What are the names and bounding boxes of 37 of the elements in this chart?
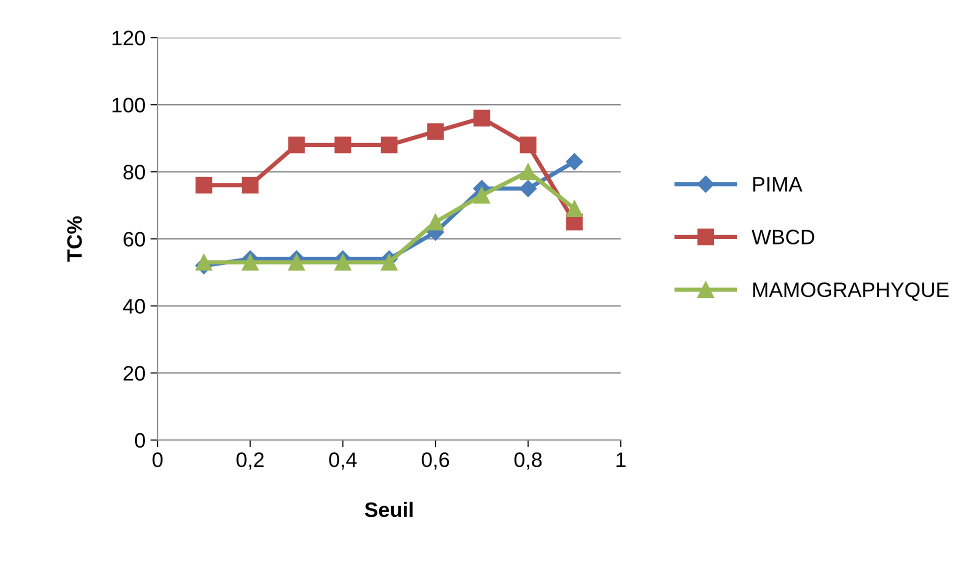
y-tick-label: 60 [124, 232, 145, 247]
point [473, 186, 490, 204]
point [334, 254, 352, 271]
point [473, 110, 490, 126]
point [566, 200, 583, 217]
point [334, 136, 352, 154]
point [566, 153, 583, 170]
point [520, 163, 536, 180]
y-tick-label: 80 [124, 164, 145, 180]
point [288, 254, 305, 271]
y-tick-label: 20 [124, 366, 145, 381]
y-axis-title: TC% [67, 216, 82, 262]
point [288, 136, 305, 154]
point [196, 254, 212, 271]
x-tick-label: 0,6 [422, 452, 450, 470]
point [242, 176, 259, 194]
point [520, 180, 537, 198]
legend-label: WBCD [752, 230, 814, 244]
y-tick-label: 0 [135, 433, 145, 448]
x-axis-title: Seuil [364, 502, 413, 518]
x-tick-label: 0 [152, 452, 163, 468]
point [427, 214, 444, 230]
point [520, 136, 536, 154]
point [242, 254, 259, 271]
x-tick-label: 0,2 [236, 452, 264, 470]
point [380, 136, 398, 154]
x-tick-label: 1 [616, 452, 626, 467]
x-tick-label: 0,8 [514, 452, 542, 470]
point [380, 254, 398, 271]
y-tick-label: 40 [123, 298, 145, 314]
y-tick-label: 100 [112, 98, 145, 112]
legend-label: MAMOGRAPHYQUE [753, 282, 949, 301]
point [427, 123, 444, 140]
point [196, 176, 212, 194]
y-tick-label: 120 [112, 30, 145, 46]
x-tick-label: 0,4 [329, 452, 357, 470]
legend-label: PIMA [753, 177, 802, 192]
